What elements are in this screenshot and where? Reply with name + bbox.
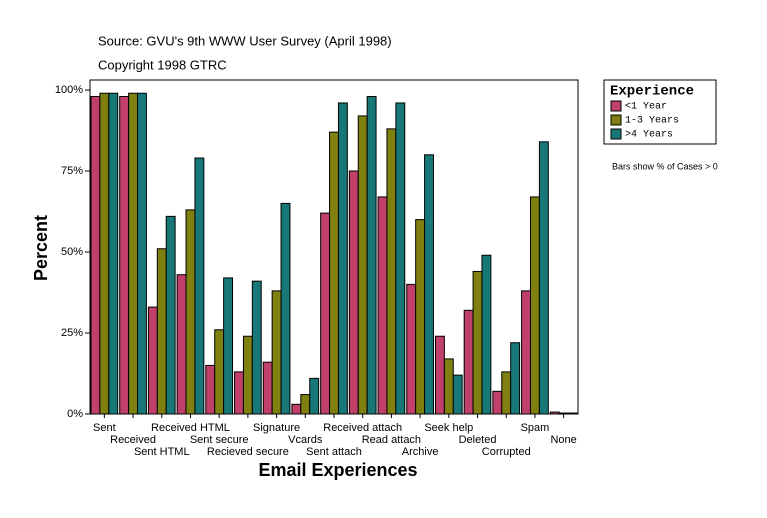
bar	[337, 102, 348, 415]
bar	[567, 412, 578, 415]
bar	[214, 329, 225, 415]
x-tick-label: Signature	[253, 422, 300, 434]
y-tick-label: 50%	[61, 246, 83, 258]
bar	[234, 371, 244, 415]
bar	[108, 92, 119, 415]
bar	[119, 95, 130, 415]
bar	[242, 335, 253, 415]
y-tick-label: 25%	[61, 327, 83, 339]
bar	[529, 196, 540, 415]
legend-label: 1-3 Years	[625, 116, 679, 127]
legend-label: <1 Year	[625, 102, 667, 113]
x-tick-label: Sent HTML	[134, 446, 190, 458]
bar	[251, 280, 262, 415]
bar	[137, 92, 147, 415]
bar	[205, 364, 216, 415]
bar	[521, 290, 531, 415]
bar	[558, 412, 569, 415]
legend-label: >4 Years	[625, 130, 673, 141]
bar	[472, 270, 483, 415]
bar	[185, 209, 196, 415]
x-tick-label: Sent	[93, 422, 116, 434]
bar	[262, 361, 273, 415]
x-tick-label: Seek help	[424, 422, 473, 434]
bar	[128, 92, 139, 415]
bar	[452, 374, 463, 415]
bar	[147, 306, 158, 415]
x-tick-label: Spam	[521, 422, 550, 434]
bar	[90, 95, 101, 415]
bar	[156, 248, 167, 415]
legend-swatch	[610, 100, 622, 112]
bar	[271, 290, 282, 415]
bar	[223, 277, 234, 415]
bar	[366, 95, 377, 415]
bar	[386, 128, 397, 415]
bar	[99, 92, 110, 415]
bar	[320, 212, 331, 415]
y-tick-label: 0%	[67, 408, 83, 420]
bar	[329, 131, 339, 415]
bar	[406, 283, 417, 415]
legend-swatch	[610, 114, 622, 126]
bar	[481, 254, 492, 415]
bar	[194, 157, 205, 415]
chart-title: Source: GVU's 9th WWW User Survey (April…	[98, 33, 392, 48]
x-tick-label: None	[550, 434, 576, 446]
bar	[463, 309, 474, 415]
note: Bars show % of Cases > 0	[612, 161, 718, 171]
bar	[510, 342, 521, 415]
x-tick-label: Sent secure	[190, 434, 249, 446]
x-tick-label: Received attach	[323, 422, 402, 434]
x-tick-label: Sent attach	[306, 446, 362, 458]
y-tick-label: 75%	[61, 165, 83, 177]
legend-box	[603, 79, 717, 145]
x-tick-label: Deleted	[459, 434, 497, 446]
bar	[176, 274, 187, 415]
x-tick-label: Recieved secure	[207, 446, 289, 458]
legend-title: Experience	[610, 84, 694, 100]
bar	[492, 390, 503, 415]
bar	[395, 102, 406, 415]
bar	[501, 371, 512, 415]
chart-subtitle: Copyright 1998 GTRC	[98, 57, 227, 72]
bar	[538, 141, 549, 415]
bar	[434, 335, 445, 415]
bar	[300, 394, 311, 415]
legend-swatch	[610, 128, 622, 140]
x-tick-label: Vcards	[288, 434, 323, 446]
x-tick-label: Received HTML	[151, 422, 230, 434]
x-tick-label: Corrupted	[482, 446, 531, 458]
bar	[549, 411, 560, 415]
bar	[377, 196, 388, 415]
bar	[443, 358, 454, 415]
bar	[309, 377, 320, 415]
x-tick-label: Read attach	[362, 434, 421, 446]
x-axis-title: Email Experiences	[258, 460, 417, 480]
y-axis-title: Percent	[31, 215, 51, 281]
x-tick-label: Received	[110, 434, 156, 446]
bar	[424, 154, 434, 415]
y-tick-label: 100%	[55, 84, 83, 96]
bar	[415, 219, 426, 415]
bar	[280, 202, 291, 415]
bar	[357, 115, 368, 415]
bar	[165, 215, 176, 415]
bar	[348, 170, 359, 415]
x-tick-label: Archive	[402, 446, 439, 458]
bar	[291, 403, 302, 415]
